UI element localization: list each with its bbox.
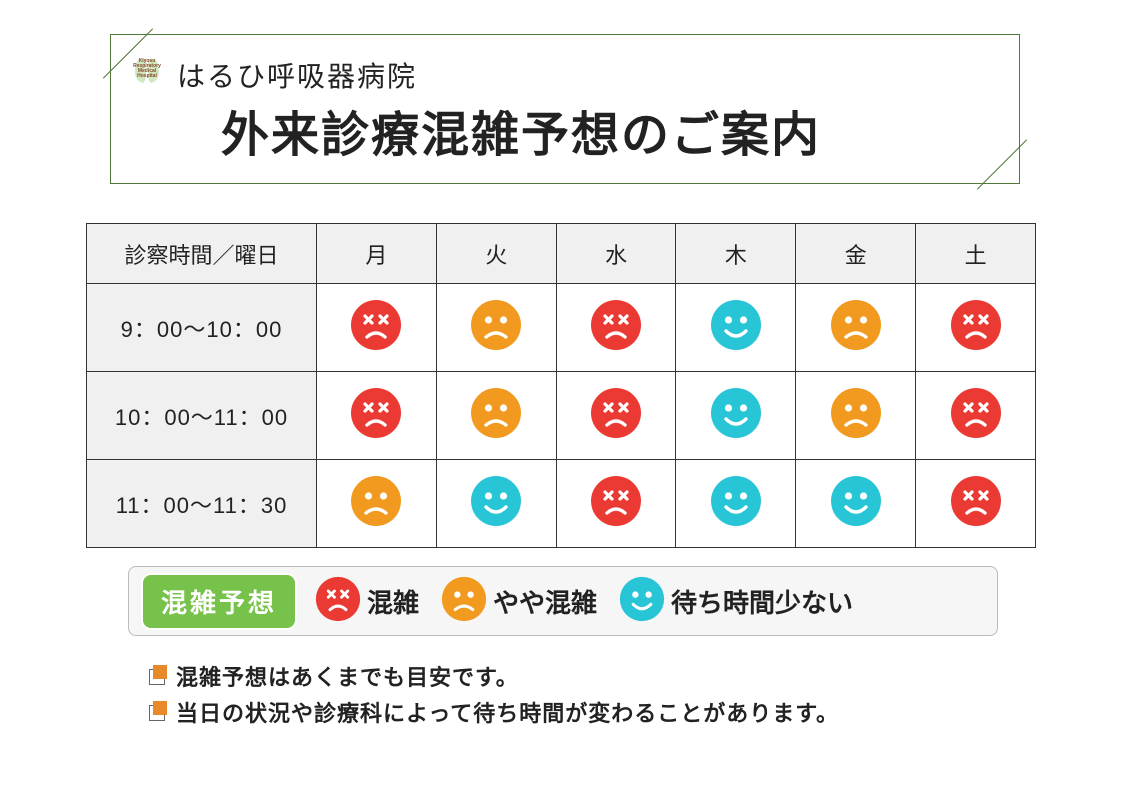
table-row: 9：00～10：00 [87,284,1036,372]
header-panel: Kiyosu Respiratory Medical Hospital はるひ呼… [110,34,1020,184]
note-line: 混雑予想はあくまでも目安です。 [146,660,839,692]
status-cell [916,284,1036,372]
time-cell: 11：00～11：30 [87,460,317,548]
medium-face-icon [470,426,522,443]
legend-item: 混雑 [315,576,419,627]
light-face-icon [830,514,882,531]
crowded-face-icon [950,338,1002,355]
crowded-face-icon [950,514,1002,531]
light-face-icon [619,576,665,627]
header-day: 金 [796,224,916,284]
legend-label: 待ち時間少ない [671,583,853,620]
status-cell [556,372,676,460]
schedule-table: 診察時間／曜日 月 火 水 木 金 土 9：00～10：0010：00～11：0… [86,223,1036,548]
light-face-icon [710,338,762,355]
header-day: 水 [556,224,676,284]
status-cell [317,460,437,548]
legend-item: やや混雑 [441,576,597,627]
crowded-face-icon [350,426,402,443]
header-day: 火 [436,224,556,284]
header-day: 木 [676,224,796,284]
status-cell [676,372,796,460]
status-cell [796,372,916,460]
status-cell [436,284,556,372]
status-cell [556,460,676,548]
light-face-icon [470,514,522,531]
status-cell [796,284,916,372]
schedule-table-wrap: 診察時間／曜日 月 火 水 木 金 土 9：00～10：0010：00～11：0… [86,223,1036,548]
status-cell [796,460,916,548]
table-row: 10：00～11：00 [87,372,1036,460]
status-cell [676,284,796,372]
legend-item: 待ち時間少ない [619,576,853,627]
status-cell [556,284,676,372]
legend-label: 混雑 [367,583,419,620]
crowded-face-icon [590,514,642,531]
header-time: 診察時間／曜日 [87,224,317,284]
status-cell [916,460,1036,548]
logo-text-4: Hospital [137,74,157,79]
legend-panel: 混雑予想 混雑 やや混雑 待ち時間少ない [128,566,998,636]
light-face-icon [710,514,762,531]
status-cell [317,372,437,460]
medium-face-icon [350,514,402,531]
note-text: 当日の状況や診療科によって待ち時間が変わることがあります。 [176,696,839,728]
note-text: 混雑予想はあくまでも目安です。 [176,660,519,692]
table-header-row: 診察時間／曜日 月 火 水 木 金 土 [87,224,1036,284]
time-cell: 9：00～10：00 [87,284,317,372]
light-face-icon [710,426,762,443]
crowded-face-icon [350,338,402,355]
bullet-icon [146,666,166,686]
notes-block: 混雑予想はあくまでも目安です。 当日の状況や診療科によって待ち時間が変わることが… [146,660,839,732]
medium-face-icon [470,338,522,355]
status-cell [436,372,556,460]
legend-label: やや混雑 [493,583,597,620]
page-title: 外来診療混雑予想のご案内 [221,95,821,165]
status-cell [436,460,556,548]
status-cell [916,372,1036,460]
bullet-icon [146,702,166,722]
crowded-face-icon [950,426,1002,443]
hospital-name: はるひ呼吸器病院 [177,55,417,95]
time-cell: 10：00～11：00 [87,372,317,460]
hospital-logo: Kiyosu Respiratory Medical Hospital [129,51,165,87]
medium-face-icon [830,426,882,443]
table-row: 11：00～11：30 [87,460,1036,548]
medium-face-icon [441,576,487,627]
crowded-face-icon [590,338,642,355]
legend-items: 混雑 やや混雑 待ち時間少ない [315,576,853,627]
crowded-face-icon [315,576,361,627]
crowded-face-icon [590,426,642,443]
medium-face-icon [830,338,882,355]
header-day: 月 [317,224,437,284]
header-day: 土 [916,224,1036,284]
note-line: 当日の状況や診療科によって待ち時間が変わることがあります。 [146,696,839,728]
legend-badge: 混雑予想 [141,573,297,630]
status-cell [676,460,796,548]
status-cell [317,284,437,372]
